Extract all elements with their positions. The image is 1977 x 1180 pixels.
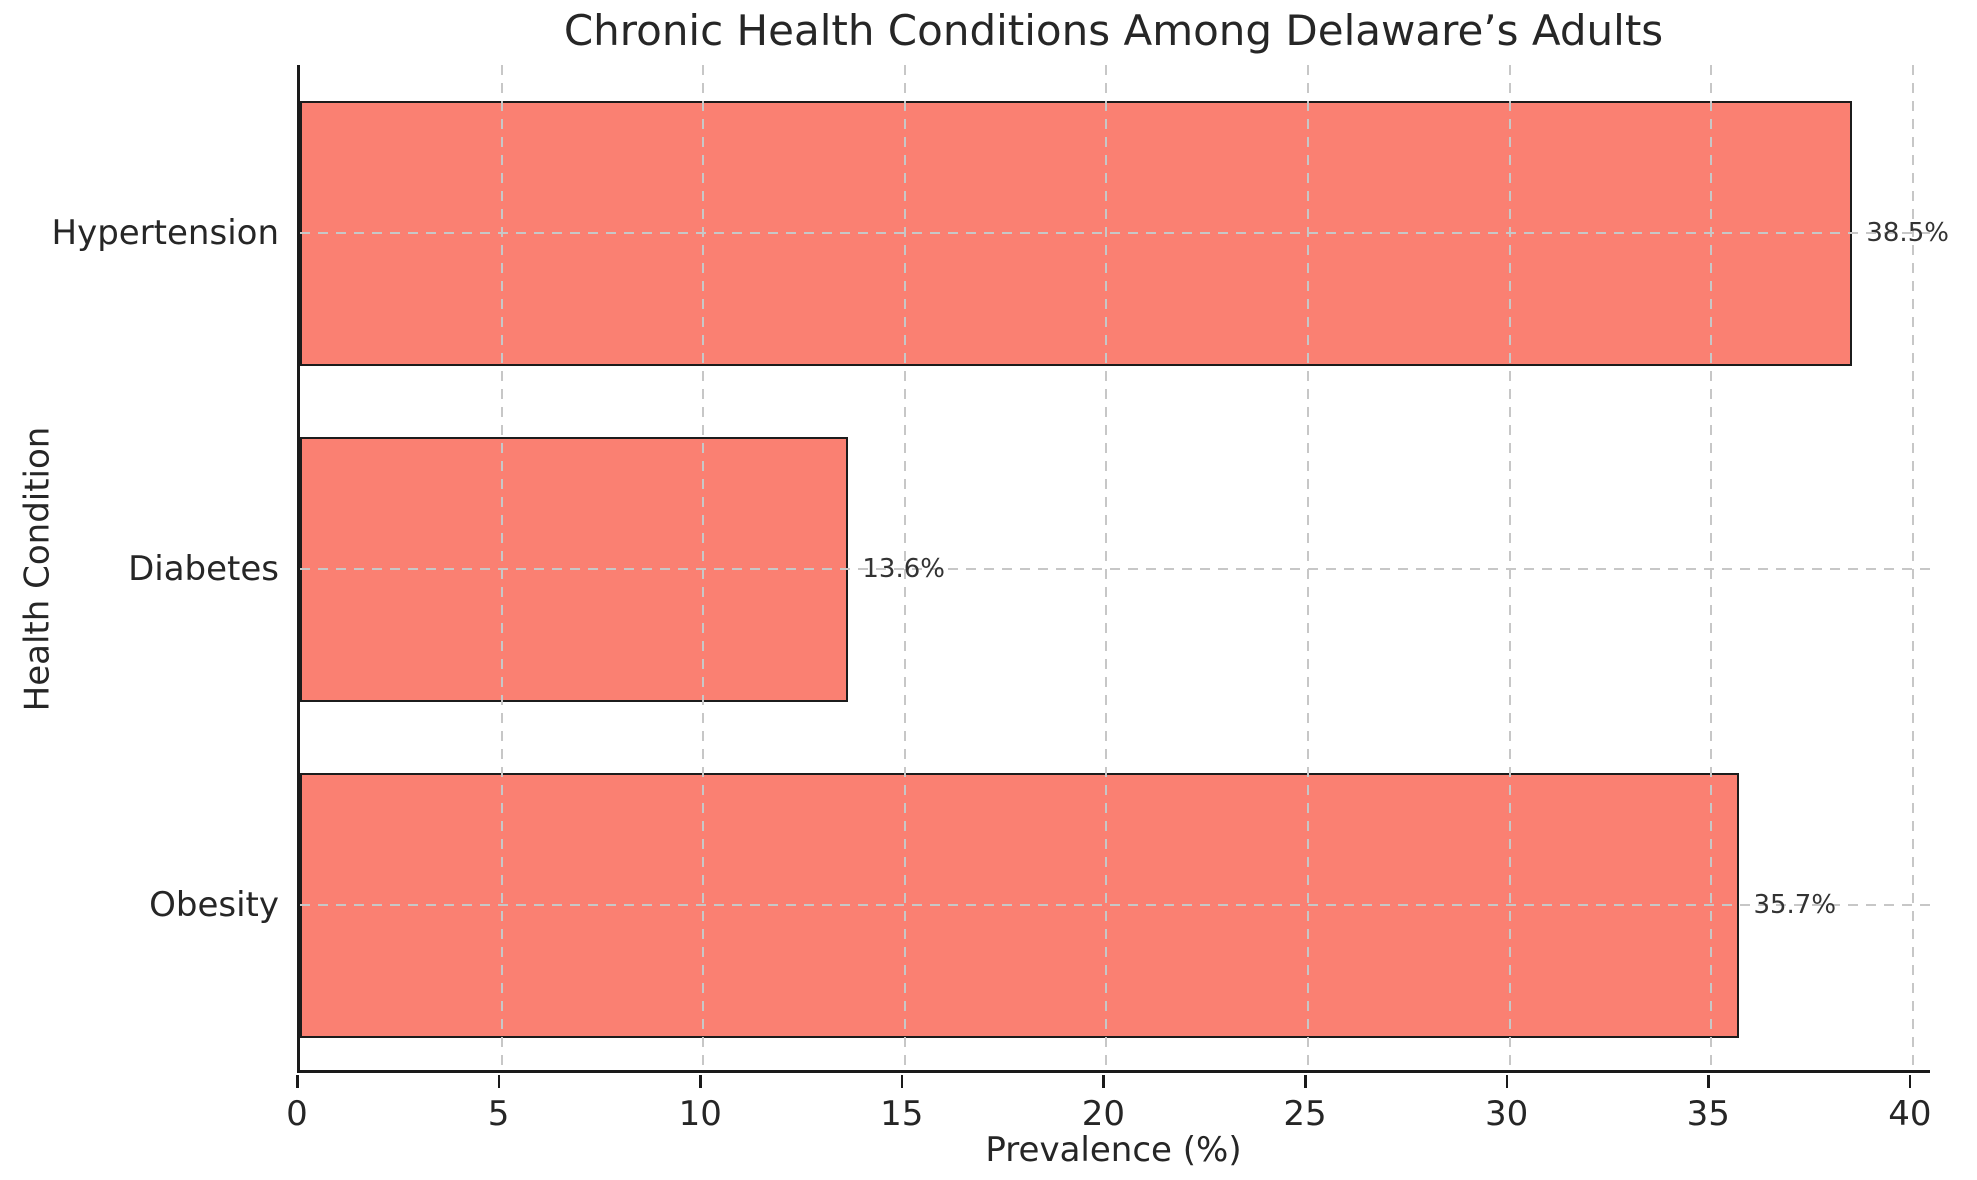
- gridline-y-obesity: [300, 904, 1930, 906]
- bar-value-label-diabetes: 13.6%: [862, 554, 945, 584]
- x-tick-mark-5: [497, 1075, 501, 1088]
- x-tick-label-20: 20: [1081, 1094, 1126, 1134]
- x-tick-mark-0: [296, 1075, 299, 1088]
- x-tick-label-10: 10: [678, 1094, 722, 1134]
- x-tick-mark-35: [1707, 1075, 1710, 1088]
- bar-value-label-obesity: 35.7%: [1753, 890, 1837, 920]
- x-tick-label-35: 35: [1686, 1094, 1730, 1134]
- y-axis-title-text: Health Condition: [17, 426, 58, 712]
- gridline-x-35: [1710, 65, 1713, 1070]
- x-tick-mark-20: [1102, 1075, 1105, 1088]
- gridline-x-40: [1911, 65, 1914, 1070]
- x-tick-label-30: 30: [1484, 1094, 1529, 1134]
- bar-value-label-hypertension: 38.5%: [1866, 218, 1949, 248]
- chart-title: Chronic Health Conditions Among Delaware…: [563, 6, 1664, 55]
- x-tick-mark-40: [1908, 1075, 1912, 1088]
- gridline-x-25: [1307, 65, 1310, 1070]
- x-tick-mark-15: [900, 1075, 904, 1088]
- category-label-diabetes: Diabetes: [128, 549, 279, 589]
- x-tick-label-15: 15: [880, 1094, 924, 1134]
- x-tick-label-40: 40: [1888, 1094, 1932, 1134]
- gridline-x-30: [1508, 65, 1511, 1070]
- category-label-obesity: Obesity: [149, 885, 279, 925]
- gridline-x-15: [903, 65, 906, 1070]
- x-tick-mark-10: [699, 1075, 702, 1088]
- x-tick-label-25: 25: [1283, 1094, 1327, 1134]
- x-tick-mark-30: [1505, 1075, 1509, 1088]
- plot-area: 38.5% 13.6% 35.7%: [297, 65, 1949, 1073]
- x-tick-label-5: 5: [487, 1094, 510, 1134]
- x-tick-label-0: 0: [286, 1094, 308, 1134]
- gridline-y-diabetes: [300, 568, 1930, 570]
- gridline-y-hypertension: [300, 232, 1930, 234]
- gridline-x-5: [500, 65, 503, 1070]
- gridline-x-10: [702, 65, 705, 1070]
- x-axis-title: Prevalence (%): [985, 1130, 1242, 1170]
- category-label-hypertension: Hypertension: [51, 213, 279, 253]
- x-tick-mark-25: [1304, 1075, 1307, 1088]
- gridline-x-20: [1105, 65, 1108, 1070]
